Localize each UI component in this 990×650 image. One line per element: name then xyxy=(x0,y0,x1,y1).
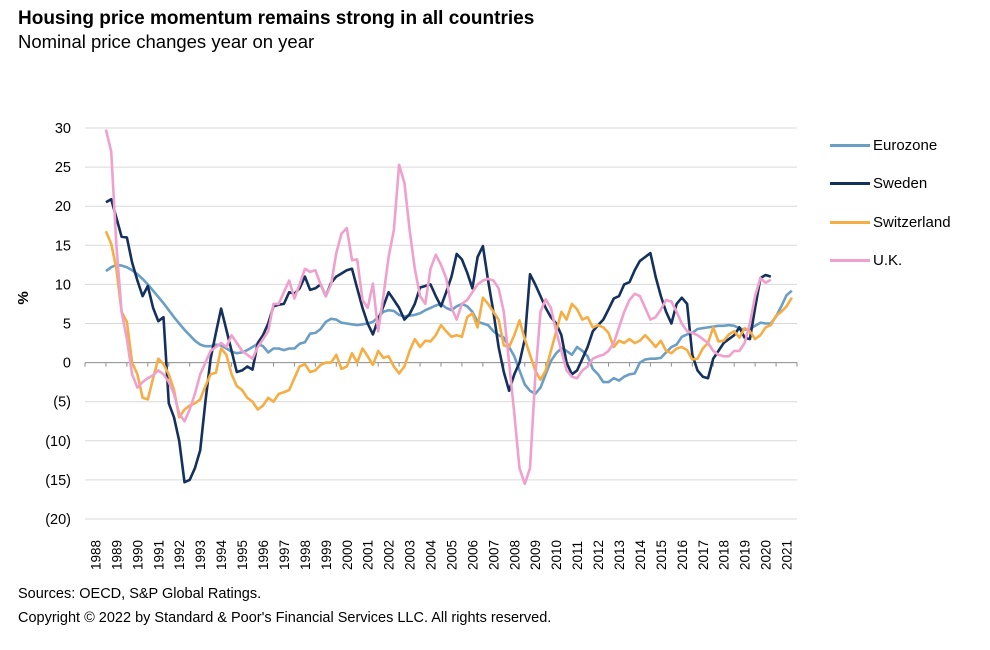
x-tick-label: 1999 xyxy=(319,540,334,570)
x-tick-label: 2018 xyxy=(717,540,732,570)
x-tick-label: 1998 xyxy=(298,540,313,570)
legend-swatch-uk xyxy=(830,259,870,263)
x-tick-label: 2004 xyxy=(424,539,439,570)
x-axis-tick-labels: 1988 1989 1990 1991 1992 1993 1994 1995 1996 1997… xyxy=(88,539,794,570)
y-tick-label: 5 xyxy=(63,317,71,333)
x-tick-label: 1997 xyxy=(277,540,292,570)
y-tick-label: 15 xyxy=(55,238,71,254)
x-tick-label: 2006 xyxy=(465,540,480,570)
sources-note: Sources: OECD, S&P Global Ratings. xyxy=(18,586,262,602)
legend-label: Sweden xyxy=(873,175,928,193)
x-tick-label: 2003 xyxy=(403,540,418,570)
x-tick-label: 2011 xyxy=(570,541,585,570)
y-tick-label: (20) xyxy=(45,512,71,528)
copyright-note: Copyright © 2022 by Standard & Poor's Fi… xyxy=(18,610,552,626)
legend-swatch-eurozone xyxy=(830,143,870,147)
x-tick-label: 1991 xyxy=(151,540,166,570)
x-tick-label: 2020 xyxy=(759,540,774,570)
y-tick-label: 25 xyxy=(55,160,71,176)
gridlines xyxy=(85,127,797,520)
y-axis-label: % xyxy=(15,291,32,304)
legend-label: Switzerland xyxy=(873,213,951,231)
x-tick-label: 1993 xyxy=(193,540,208,570)
x-tick-label: 2000 xyxy=(340,540,355,570)
y-tick-label: 30 xyxy=(55,121,71,137)
legend-swatch-sweden xyxy=(830,182,870,186)
legend: Eurozone Sweden Switzerland U.K. xyxy=(830,126,951,280)
x-tick-label: 1990 xyxy=(130,540,145,570)
legend-item-eurozone: Eurozone xyxy=(830,126,951,165)
x-tick-label: 1996 xyxy=(256,540,271,570)
series-lines xyxy=(104,129,793,486)
x-tick-label: 2013 xyxy=(612,540,627,570)
x-tick-label: 2009 xyxy=(528,540,543,570)
y-tick-label: (15) xyxy=(45,473,71,489)
series-line-uk xyxy=(104,129,772,486)
x-tick-label: 1988 xyxy=(88,540,103,570)
legend-item-switzerland: Switzerland xyxy=(830,203,951,242)
chart-subtitle: Nominal price changes year on year xyxy=(18,31,315,52)
legend-swatch-switzerland xyxy=(830,220,870,224)
x-tick-label: 1992 xyxy=(172,540,187,570)
x-tick-label: 1989 xyxy=(109,540,124,570)
chart-title: Housing price momentum remains strong in… xyxy=(18,8,535,29)
x-tick-label: 2007 xyxy=(486,540,501,570)
x-tick-label: 2008 xyxy=(507,540,522,570)
x-tick-label: 2002 xyxy=(382,540,397,570)
y-tick-label: 10 xyxy=(55,277,71,293)
y-tick-label: (10) xyxy=(45,434,71,450)
x-tick-label: 2010 xyxy=(549,540,564,570)
y-tick-label: (5) xyxy=(53,395,71,411)
legend-label: Eurozone xyxy=(873,136,938,154)
x-tick-label: 2005 xyxy=(444,540,459,570)
y-tick-label: 0 xyxy=(63,356,71,372)
legend-item-sweden: Sweden xyxy=(830,165,951,204)
legend-item-uk: U.K. xyxy=(830,242,951,281)
x-tick-label: 2015 xyxy=(654,540,669,570)
x-tick-label: 2012 xyxy=(591,540,606,570)
x-tick-label: 2021 xyxy=(780,540,795,570)
x-tick-label: 2014 xyxy=(633,539,648,570)
y-tick-label: 20 xyxy=(55,199,71,215)
x-tick-label: 2001 xyxy=(361,540,376,570)
legend-label: U.K. xyxy=(873,252,903,270)
x-tick-label: 1994 xyxy=(214,539,229,570)
series-line-sweden xyxy=(105,197,772,484)
series-line-switzerland xyxy=(104,230,793,419)
x-tick-label: 2019 xyxy=(738,540,753,570)
y-axis-ticks: 30 25 20 15 10 5 0 (5) (10) (15) (20) xyxy=(45,121,71,528)
x-tick-label: 1995 xyxy=(235,540,250,570)
x-axis xyxy=(84,362,798,367)
x-tick-label: 2017 xyxy=(696,540,711,570)
x-tick-label: 2016 xyxy=(675,540,690,570)
